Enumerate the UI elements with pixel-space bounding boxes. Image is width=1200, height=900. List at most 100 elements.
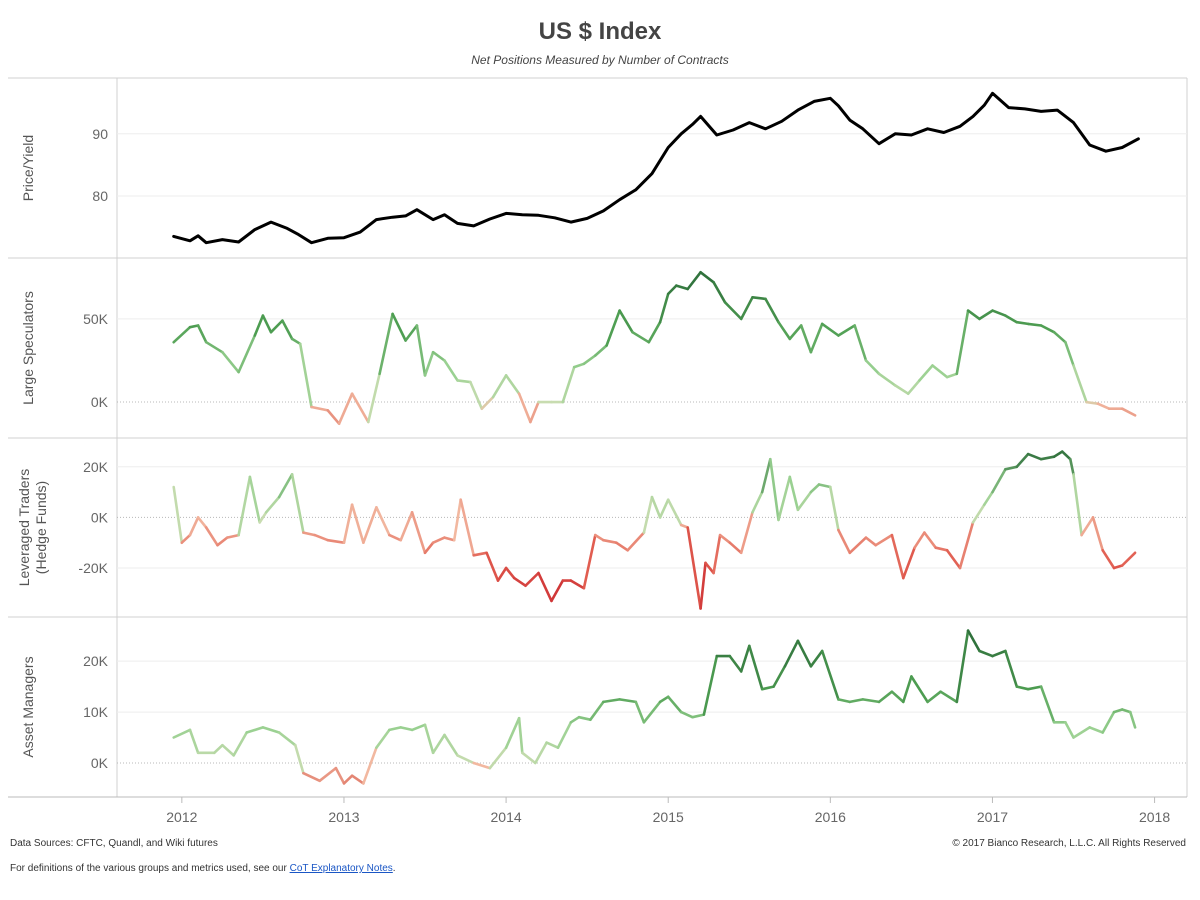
panel-leveraged-traders: -20K 0K 20K Leveraged Traders(Hedge Funds) [16,450,1187,610]
leveraged-traders-segment-36 [550,579,565,603]
leveraged-traders-segment-61 [796,490,813,512]
asset-managers-segment-44 [702,654,719,716]
leveraged-traders-segment-64 [828,485,840,532]
large-speculators-segment-27 [480,395,495,411]
large-speculators-segment-5 [221,350,240,374]
leveraged-traders-segment-15 [313,533,330,542]
large-speculators-segment-3 [196,324,208,344]
asset-managers-segment-15 [350,774,365,785]
leveraged-traders-segment-2 [180,533,192,545]
asset-managers-segment-65 [966,629,981,653]
large-speculators-segment-54 [799,324,813,354]
leveraged-traders-segment-55 [739,510,754,555]
leveraged-traders-segment-19 [362,505,378,545]
leveraged-traders-y-axis-label-line-1: Leveraged Traders [16,469,32,587]
large-speculators-segment-44 [674,284,690,291]
large-speculators-segment-21 [415,324,427,377]
asset-managers-segment-2 [188,728,200,755]
leveraged-traders-segment-21 [388,533,403,542]
leveraged-traders-segment-10 [258,510,268,524]
asset-managers-y-tick-20K: 20K [83,653,109,669]
large-speculators-segment-30 [517,392,532,424]
leveraged-traders-segment-41 [602,538,618,545]
leveraged-traders-segment-87 [1080,516,1095,537]
leveraged-traders-segment-28 [459,498,476,557]
large-speculators-segment-50 [751,295,767,301]
leveraged-traders-segment-85 [1069,457,1075,476]
leveraged-traders-segment-67 [864,536,878,547]
price-y-axis-label: Price/Yield [20,135,36,201]
asset-managers-segment-55 [837,698,852,704]
large-speculators-segment-19 [391,312,407,342]
asset-managers-y-tick-10K: 10K [83,704,109,720]
asset-managers-segment-49 [760,685,775,691]
large-speculators-segment-58 [853,324,868,362]
asset-managers-segment-58 [877,690,894,704]
leveraged-traders-segment-25 [431,536,446,545]
large-speculators-segment-63 [918,364,934,382]
asset-managers-segment-25 [472,761,492,770]
leveraged-traders-segment-80 [1015,452,1030,469]
cot-explanatory-notes-link[interactable]: CoT Explanatory Notes [289,863,393,874]
asset-managers-segment-76 [1101,710,1116,734]
large-speculators-y-tick-0K: 0K [91,394,109,410]
leveraged-traders-segment-47 [666,498,683,527]
leveraged-traders-segment-44 [642,495,654,534]
leveraged-traders-segment-45 [650,495,662,519]
large-speculators-segment-9 [269,319,284,334]
asset-managers-segment-1 [172,728,192,739]
asset-managers-segment-34 [577,715,592,722]
leveraged-traders-segment-8 [237,475,252,537]
asset-managers-segment-10 [293,743,305,775]
chart-title: US $ Index [538,18,662,45]
leveraged-traders-segment-33 [512,576,527,588]
asset-managers-segment-16 [362,746,378,785]
asset-managers-segment-73 [1064,720,1075,739]
asset-managers-segment-22 [431,733,446,755]
large-speculators-segment-66 [955,309,970,376]
leveraged-traders-segment-46 [658,498,670,519]
leveraged-traders-segment-74 [945,548,962,570]
asset-managers-segment-77 [1112,708,1124,714]
asset-managers-segment-17 [375,728,391,750]
x-tick-label-2016: 2016 [815,809,846,825]
x-tick-label-2012: 2012 [166,809,197,825]
large-speculators-segment-12 [298,342,313,409]
large-speculators-segment-56 [820,322,840,337]
large-speculators-segment-68 [978,309,994,321]
leveraged-traders-segment-72 [923,531,938,550]
large-speculators-segment-67 [966,309,981,321]
large-speculators-segment-75 [1064,340,1075,367]
asset-managers-segment-29 [520,751,537,765]
leveraged-traders-segment-78 [991,467,1007,494]
footer-note-prefix: For definitions of the various groups an… [10,863,290,874]
large-speculators-segment-16 [350,392,370,424]
asset-managers-segment-71 [1039,685,1056,724]
large-speculators-segment-17 [366,372,381,424]
asset-managers-segment-43 [691,713,706,719]
asset-managers-segment-14 [342,774,354,785]
leveraged-traders-segment-76 [971,503,986,524]
leveraged-traders-segment-4 [196,516,208,529]
leveraged-traders-segment-7 [225,533,240,539]
x-tick-label-2014: 2014 [491,809,522,825]
large-speculators-segment-8 [261,314,273,334]
leveraged-traders-segment-12 [277,473,294,499]
asset-managers-segment-33 [569,715,581,724]
footer-note-suffix: . [392,863,396,874]
large-speculators-segment-60 [877,372,897,387]
leveraged-traders-segment-38 [569,579,586,590]
leveraged-traders-segment-42 [614,541,630,552]
asset-managers-segment-26 [488,746,508,770]
asset-managers-segment-12 [318,766,338,783]
large-speculators-segment-61 [893,384,910,396]
asset-managers-segment-74 [1072,726,1091,739]
leveraged-traders-segment-77 [982,490,994,507]
large-speculators-segment-15 [337,392,354,426]
large-speculators-segment-14 [326,409,341,426]
leveraged-traders-segment-14 [302,531,317,537]
leveraged-traders-segment-1 [172,485,184,545]
leveraged-traders-segment-71 [913,531,926,550]
asset-managers-segment-61 [910,675,929,704]
